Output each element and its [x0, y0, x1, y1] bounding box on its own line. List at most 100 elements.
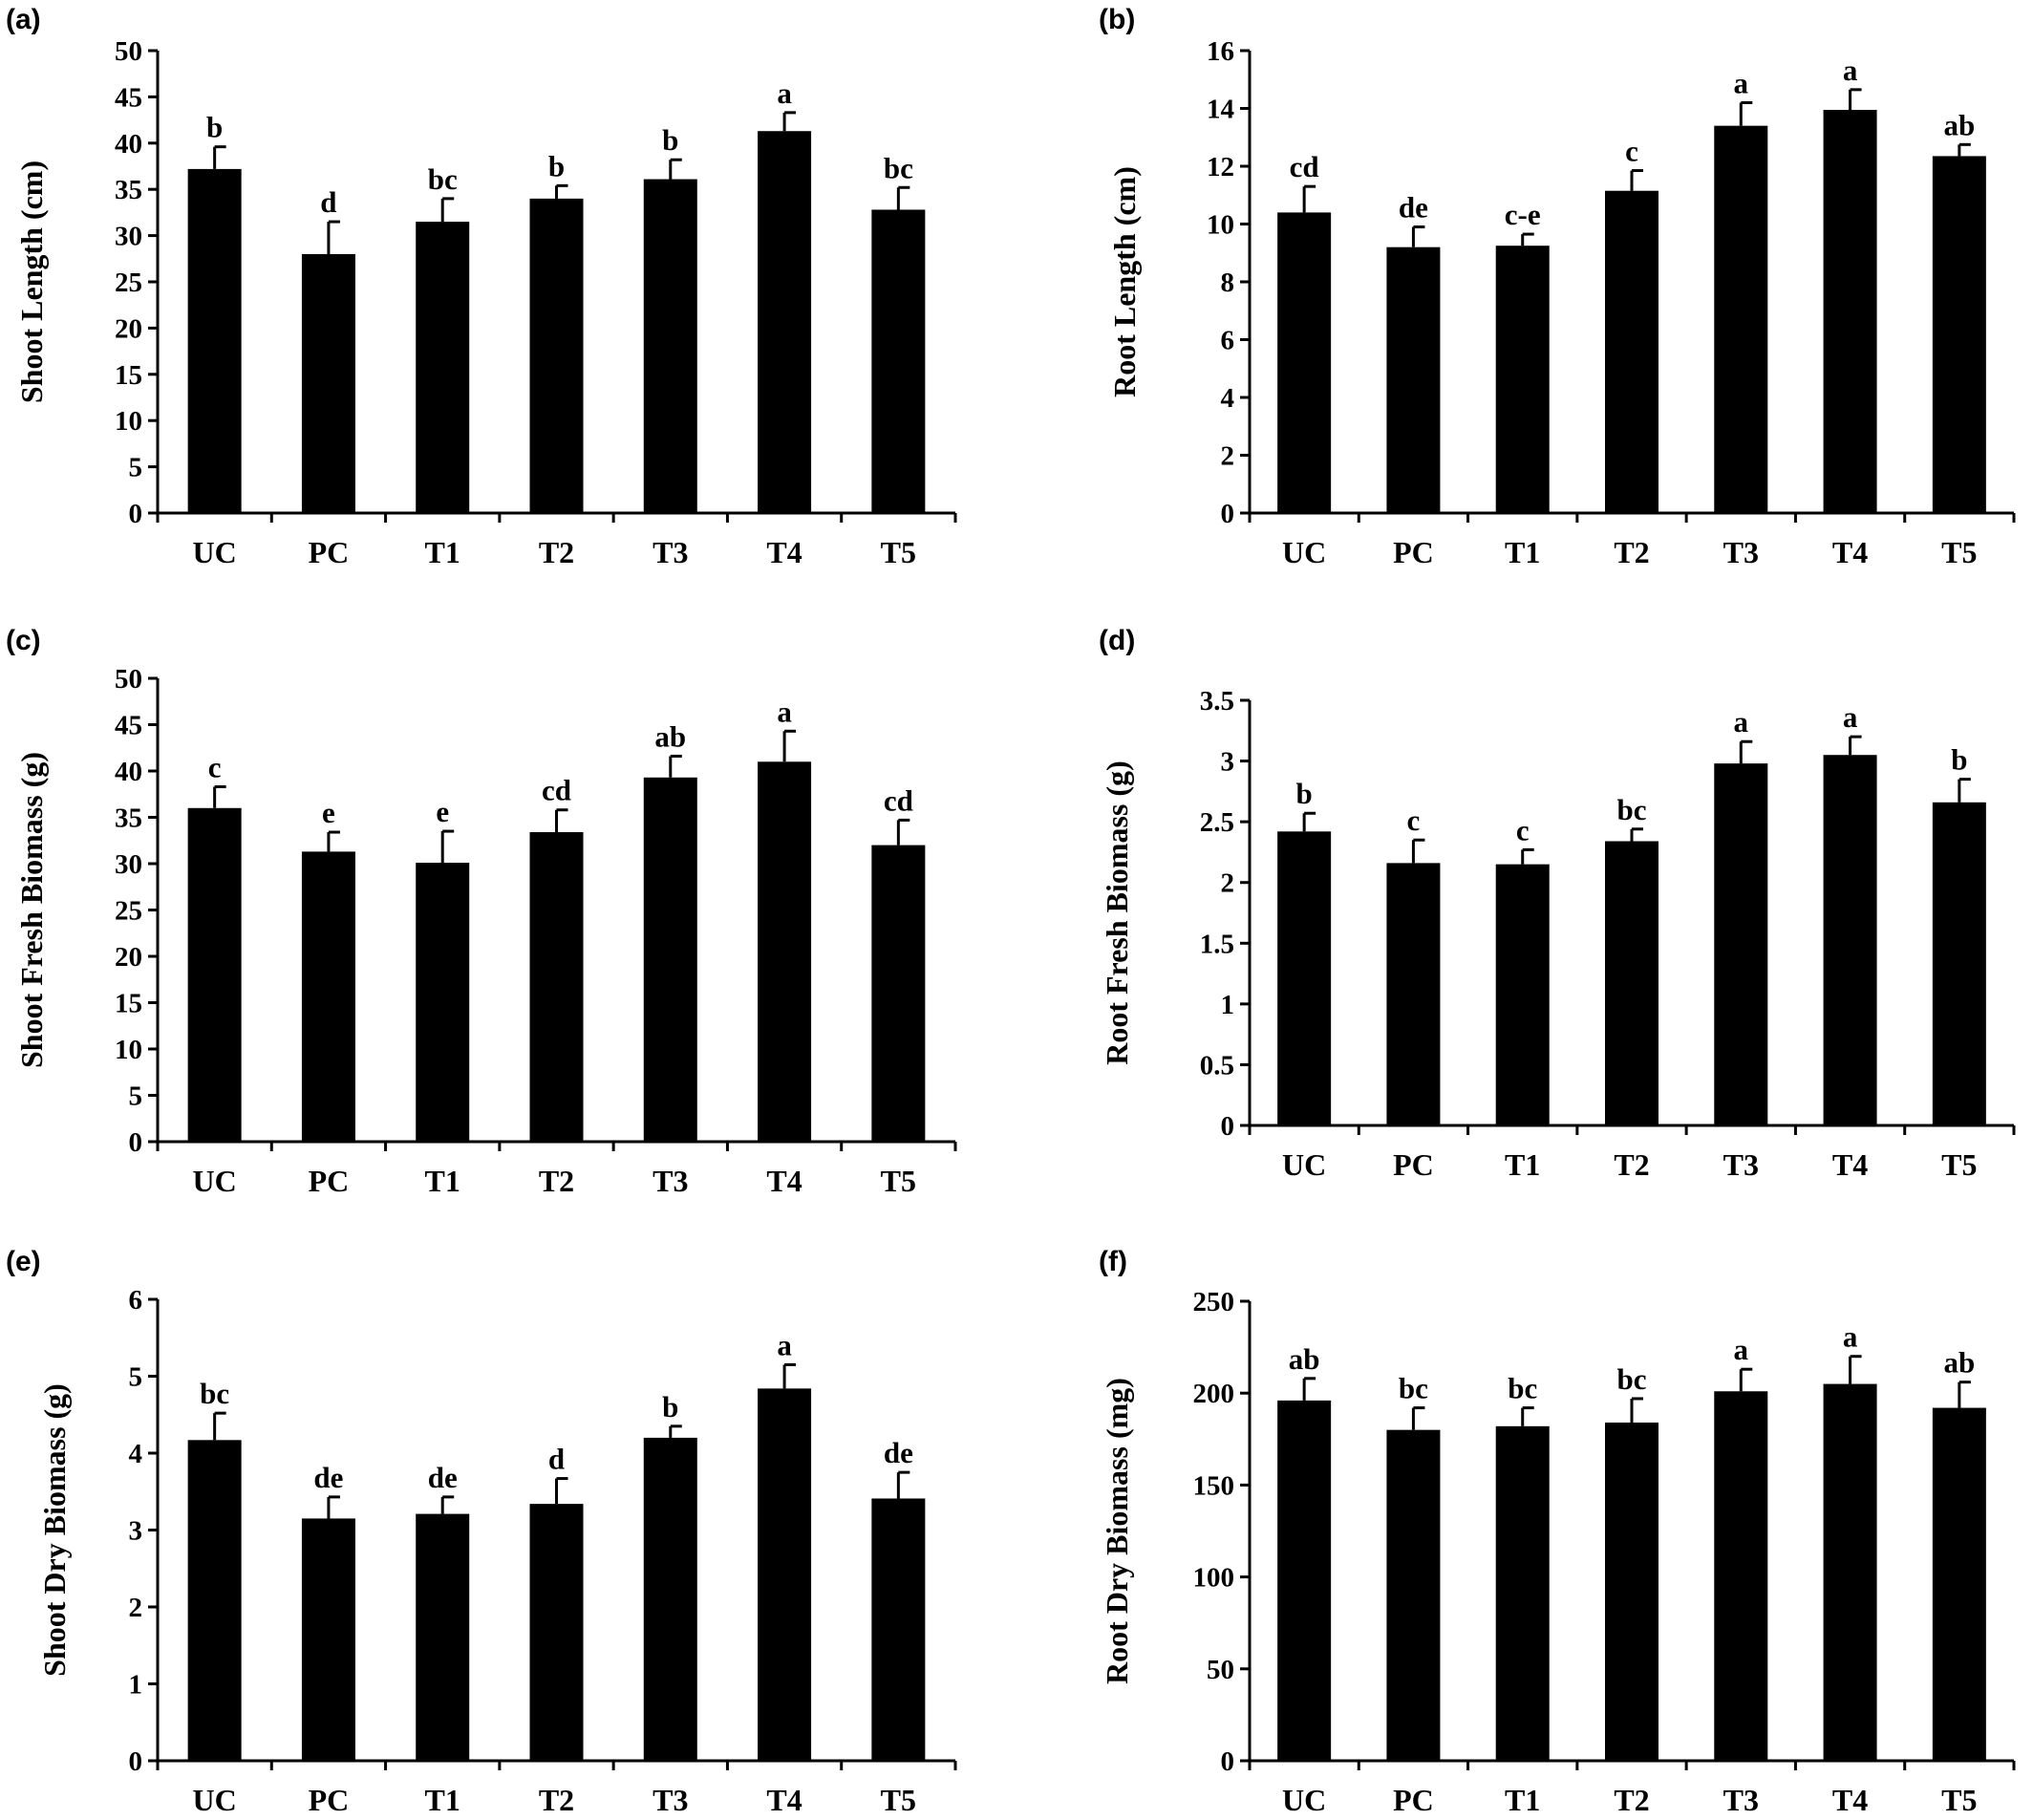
bar-pc — [1386, 863, 1441, 1125]
y-tick-label: 20 — [115, 942, 142, 973]
bar-uc — [187, 807, 242, 1142]
bar-t2 — [1605, 841, 1658, 1125]
significance-letter: bc — [200, 1377, 229, 1410]
bar-t4 — [758, 761, 812, 1142]
category-label: PC — [1393, 1783, 1434, 1817]
significance-letter: bc — [1617, 793, 1647, 826]
bar-pc — [1386, 246, 1441, 513]
significance-letter: b — [662, 1390, 678, 1424]
category-label: UC — [193, 1783, 237, 1817]
y-tick-label: 0 — [1221, 1746, 1235, 1777]
y-tick-label: 0 — [1221, 499, 1235, 529]
significance-letter: ab — [1289, 1342, 1320, 1376]
bar-t2 — [529, 1504, 584, 1761]
significance-letter: a — [777, 76, 792, 110]
y-tick-label: 40 — [115, 129, 142, 160]
bar-t5 — [1932, 1407, 1986, 1761]
y-axis-title: Shoot Dry Biomass (g) — [37, 1383, 72, 1677]
significance-letter: d — [320, 185, 336, 219]
y-axis-title: Shoot Length (cm) — [14, 161, 49, 403]
y-tick-label: 0.5 — [1200, 1050, 1234, 1081]
bar-t3 — [1714, 1391, 1768, 1761]
category-label: T2 — [539, 535, 574, 569]
y-tick-label: 200 — [1193, 1379, 1235, 1409]
y-tick-label: 35 — [115, 175, 142, 205]
significance-letter: ab — [654, 719, 686, 753]
bar-t4 — [1823, 755, 1877, 1125]
significance-letter: c — [1407, 803, 1421, 837]
bar-t3 — [643, 777, 697, 1142]
y-tick-label: 10 — [1207, 210, 1234, 241]
y-axis-title: Root Length (cm) — [1107, 166, 1142, 397]
bar-t3 — [643, 1437, 697, 1761]
significance-letter: b — [206, 111, 223, 144]
y-tick-label: 35 — [115, 803, 142, 834]
bar-uc — [187, 168, 242, 514]
bar-t4 — [758, 131, 812, 513]
bar-t1 — [1495, 246, 1550, 513]
y-tick-label: 3.5 — [1200, 686, 1234, 717]
y-tick-label: 2 — [129, 1593, 143, 1623]
y-tick-label: 1 — [129, 1670, 143, 1701]
y-tick-label: 2 — [1221, 441, 1235, 472]
category-label: T5 — [881, 1783, 916, 1817]
significance-letter: bc — [1617, 1362, 1647, 1396]
bar-t3 — [643, 179, 697, 513]
category-label: T3 — [1723, 535, 1759, 569]
significance-letter: c — [208, 750, 222, 783]
bar-t5 — [1932, 156, 1986, 513]
significance-letter: a — [1734, 1333, 1749, 1366]
category-label: PC — [1393, 535, 1434, 569]
bar-pc — [301, 1518, 355, 1761]
bar-pc — [1386, 1429, 1441, 1761]
y-tick-label: 100 — [1193, 1563, 1235, 1594]
significance-letter: ab — [1943, 1346, 1975, 1380]
category-label: PC — [309, 535, 350, 569]
y-tick-label: 5 — [129, 1362, 143, 1393]
bar-uc — [187, 1440, 242, 1761]
category-label: PC — [309, 1783, 350, 1817]
category-label: T2 — [539, 1164, 574, 1198]
category-label: UC — [1282, 535, 1326, 569]
y-tick-label: 50 — [115, 664, 142, 695]
category-label: PC — [309, 1164, 350, 1198]
bar-t2 — [529, 832, 584, 1142]
bar-t5 — [871, 209, 926, 513]
bar-t2 — [529, 198, 584, 513]
category-label: T5 — [1941, 1783, 1977, 1817]
panel-e: (e) 0 1 2 3 4 5 6 bc UC de PC de T1 d T2 b T3 a T4 de T5 Shoot… — [6, 1246, 957, 1817]
significance-letter: b — [548, 149, 565, 182]
bar-t1 — [416, 1513, 470, 1761]
significance-letter: cd — [1290, 150, 1319, 183]
y-tick-label: 1.5 — [1200, 929, 1234, 959]
significance-letter: de — [313, 1461, 343, 1494]
bar-t2 — [1605, 1422, 1658, 1761]
bar-t5 — [871, 1498, 926, 1761]
y-tick-label: 30 — [115, 849, 142, 880]
y-tick-label: 15 — [115, 360, 142, 391]
y-tick-label: 0 — [1221, 1111, 1235, 1142]
y-tick-label: 0 — [129, 1746, 143, 1777]
y-tick-label: 4 — [1221, 383, 1235, 414]
significance-letter: de — [884, 1436, 913, 1469]
panel-c: (c) 0 5 10 15 20 25 30 35 40 45 50 c UC e PC e T1 cd T2 ab T3… — [6, 625, 957, 1198]
bar-pc — [301, 253, 355, 513]
significance-letter: c — [1625, 135, 1638, 168]
category-label: UC — [1282, 1783, 1326, 1817]
category-label: T1 — [1505, 1147, 1540, 1182]
category-label: T4 — [766, 535, 802, 569]
category-label: T4 — [1832, 1783, 1868, 1817]
category-label: T3 — [1723, 1147, 1759, 1182]
significance-letter: d — [548, 1443, 565, 1476]
significance-letter: ab — [1943, 108, 1975, 141]
bar-t1 — [416, 222, 470, 513]
category-label: T5 — [881, 1164, 916, 1198]
category-label: T3 — [653, 1164, 688, 1198]
panel-label: (f) — [1099, 1246, 1127, 1277]
y-axis-title: Root Dry Biomass (mg) — [1100, 1378, 1134, 1684]
significance-letter: a — [1843, 1320, 1858, 1354]
y-tick-label: 1 — [1221, 990, 1235, 1020]
y-tick-label: 30 — [115, 222, 142, 252]
bar-t1 — [1495, 1425, 1550, 1761]
